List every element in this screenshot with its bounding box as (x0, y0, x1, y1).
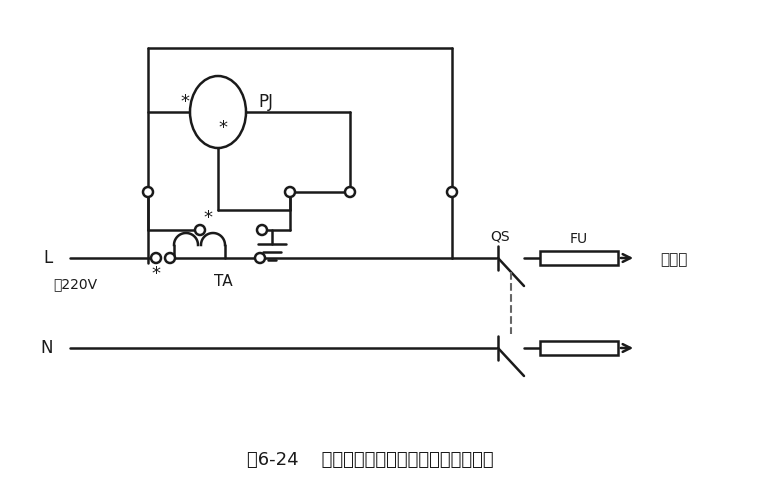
Circle shape (285, 187, 295, 197)
Bar (540, 341, 618, 355)
Text: FU: FU (570, 232, 588, 246)
Text: *: * (181, 93, 189, 111)
Ellipse shape (190, 76, 246, 148)
Circle shape (151, 253, 161, 263)
Text: *: * (204, 209, 213, 227)
Text: 图6-24    单相有功电能表带电流互感器的接线: 图6-24 单相有功电能表带电流互感器的接线 (247, 451, 493, 469)
Bar (540, 251, 618, 265)
Circle shape (447, 187, 457, 197)
Circle shape (257, 225, 267, 235)
Text: L: L (44, 249, 53, 267)
Text: QS: QS (490, 229, 510, 243)
Circle shape (345, 187, 355, 197)
Text: *: * (151, 265, 160, 283)
Text: N: N (40, 339, 53, 357)
Text: ～220V: ～220V (53, 277, 97, 291)
Circle shape (255, 253, 265, 263)
Text: PJ: PJ (258, 93, 273, 111)
Text: *: * (219, 119, 227, 137)
Circle shape (143, 187, 153, 197)
Circle shape (165, 253, 175, 263)
Text: 接负载: 接负载 (660, 252, 687, 267)
Text: TA: TA (214, 274, 233, 290)
Circle shape (195, 225, 205, 235)
